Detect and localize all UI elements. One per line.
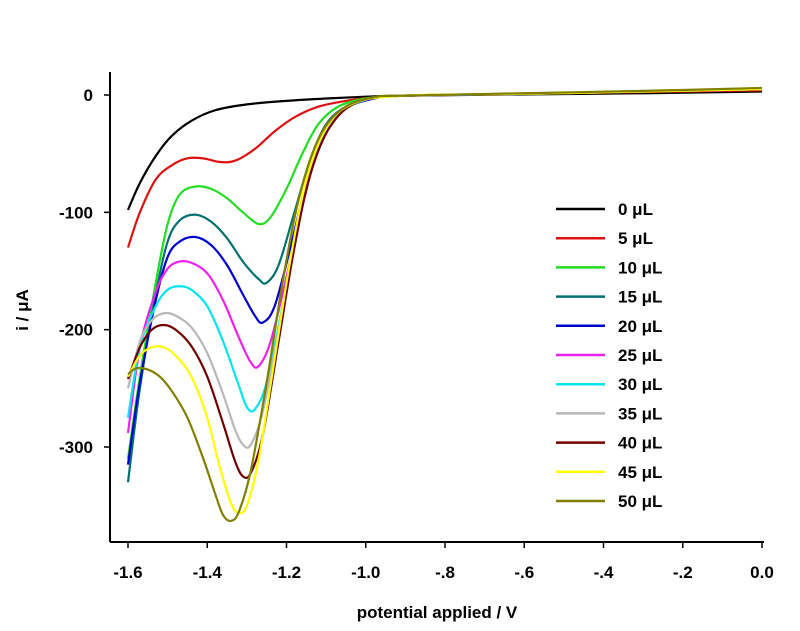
x-tick-label: 0.0 (750, 563, 774, 582)
x-tick-label: -1.0 (351, 563, 380, 582)
x-tick-label: -.2 (673, 563, 693, 582)
series-line-0 (126, 90, 763, 211)
y-tick-label: 0 (84, 86, 93, 105)
x-tick-label: -.4 (594, 563, 614, 582)
x-ticks: -1.6 -1.4 -1.2 -1.0 -.8 -.6 -.4 -.2 0.0 (113, 542, 774, 582)
legend-label-9: 45 μL (618, 463, 662, 482)
series-line-2 (126, 88, 763, 459)
legend-label-7: 35 μL (618, 404, 662, 423)
series-line-7 (126, 88, 763, 449)
legend-label-4: 20 μL (618, 317, 662, 336)
y-tick-label: -200 (59, 321, 93, 340)
series-line-6 (126, 88, 763, 418)
legend-label-6: 30 μL (618, 375, 662, 394)
series-line-8 (126, 88, 763, 479)
x-tick-label: -1.4 (193, 563, 223, 582)
legend-label-2: 10 μL (618, 258, 662, 277)
x-tick-label: -.8 (435, 563, 455, 582)
y-tick-label: -300 (59, 438, 93, 457)
plot-lines (126, 86, 763, 523)
y-axis-title: i / μA (13, 289, 32, 331)
x-axis-title: potential applied / V (357, 603, 518, 622)
y-ticks: 0 -100 -200 -300 (59, 86, 110, 457)
series-line-1 (126, 89, 763, 248)
x-tick-label: -.6 (514, 563, 534, 582)
legend-label-10: 50 μL (618, 492, 662, 511)
x-tick-label: -1.6 (113, 563, 142, 582)
legend-label-8: 40 μL (618, 434, 662, 453)
legend-label-1: 5 μL (618, 229, 653, 248)
legend-label-0: 0 μL (618, 200, 653, 219)
series-line-4 (126, 88, 763, 465)
y-tick-label: -100 (59, 203, 93, 222)
legend-label-3: 15 μL (618, 288, 662, 307)
legend: 0 μL 5 μL 10 μL 15 μL 20 μL 25 μL 30 μL 35 μL 40… (556, 200, 662, 511)
x-tick-label: -1.2 (272, 563, 301, 582)
legend-label-5: 25 μL (618, 346, 662, 365)
series-line-10 (127, 86, 763, 523)
